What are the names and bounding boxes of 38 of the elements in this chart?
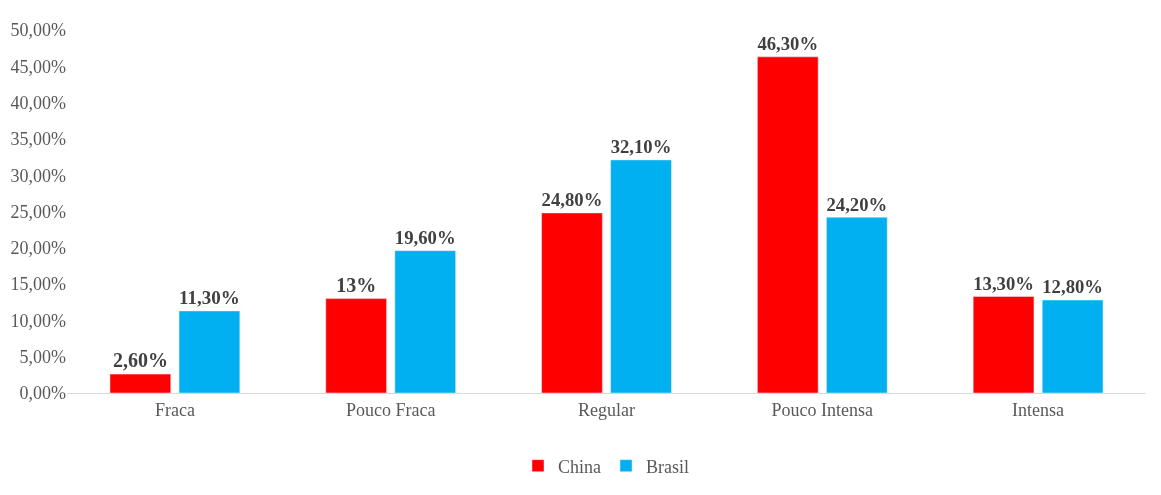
- x-tick-label: Pouco Intensa: [771, 399, 874, 420]
- data-label: 24,80%: [541, 189, 603, 211]
- data-label: 12,80%: [1042, 276, 1103, 298]
- data-label: 19,60%: [394, 226, 456, 248]
- y-tick-label: 0,00%: [19, 383, 66, 404]
- bar: [178, 310, 241, 393]
- legend-label: China: [558, 456, 602, 477]
- x-tick-label: Intensa: [1012, 399, 1065, 420]
- x-tick-label: Fraca: [154, 399, 195, 420]
- bar: [109, 373, 172, 393]
- data-label: 11,30%: [179, 287, 240, 309]
- data-label: 46,30%: [757, 33, 819, 55]
- y-tick-label: 30,00%: [10, 165, 66, 186]
- data-label: 13%: [336, 273, 377, 296]
- y-tick-label: 50,00%: [10, 20, 66, 41]
- x-tick-label: Pouco Fraca: [345, 399, 436, 420]
- x-tick-label: Regular: [578, 399, 635, 420]
- bar: [541, 212, 603, 393]
- y-tick-label: 40,00%: [10, 92, 66, 113]
- bar: [394, 250, 456, 393]
- data-label: 32,10%: [610, 136, 672, 158]
- y-tick-label: 20,00%: [10, 238, 66, 259]
- y-tick-label: 25,00%: [10, 201, 66, 222]
- legend-label: Brasil: [646, 456, 690, 477]
- bar: [826, 217, 888, 393]
- data-label: 2,60%: [112, 349, 168, 372]
- y-tick-label: 15,00%: [10, 274, 66, 295]
- bar: [325, 298, 387, 393]
- bar: [972, 296, 1035, 393]
- y-tick-label: 5,00%: [19, 347, 66, 367]
- bar: [757, 56, 819, 393]
- y-tick-label: 45,00%: [10, 56, 66, 77]
- y-tick-label: 35,00%: [10, 129, 66, 150]
- data-label: 13,30%: [973, 272, 1034, 294]
- bar: [610, 159, 672, 393]
- bar: [1041, 299, 1104, 393]
- y-tick-label: 10,00%: [10, 310, 66, 331]
- data-label: 24,20%: [826, 193, 888, 215]
